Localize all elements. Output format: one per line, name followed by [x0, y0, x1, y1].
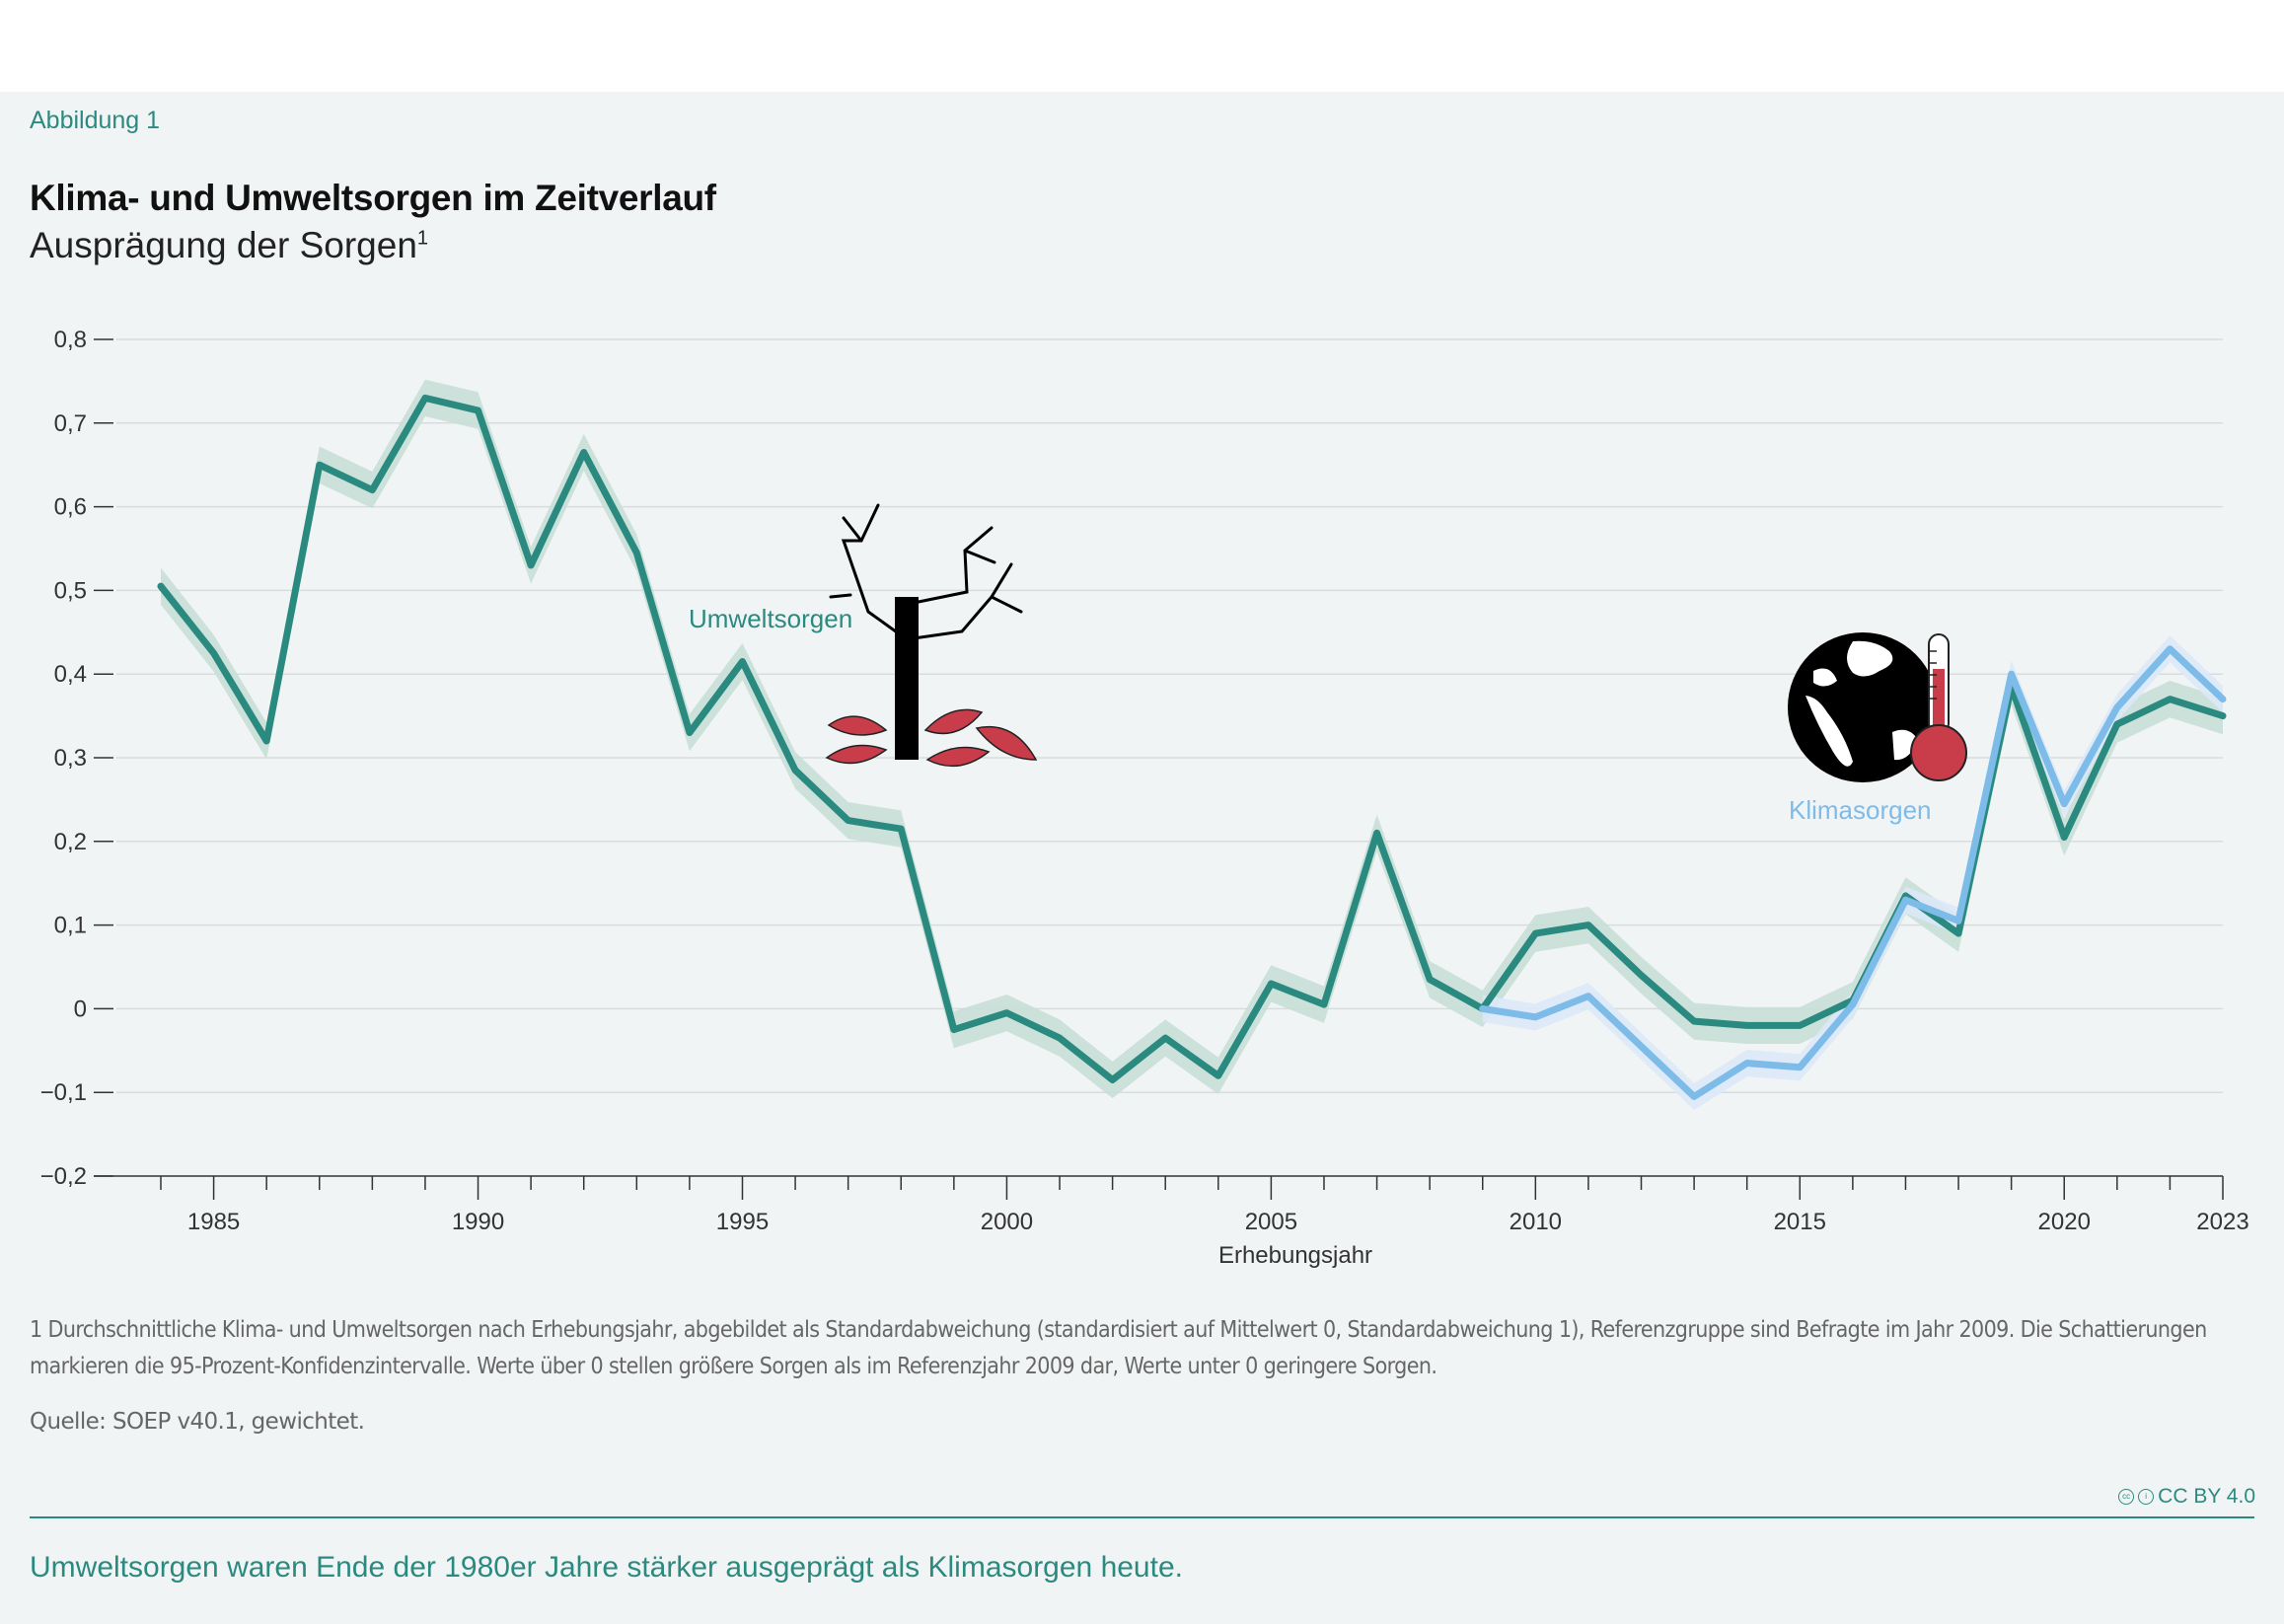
- y-tick-label: 0,2: [54, 829, 87, 855]
- footnote-mark: 1: [416, 227, 429, 250]
- x-tick-label: 1995: [716, 1209, 769, 1235]
- y-tick-label: 0,7: [54, 410, 87, 437]
- globe-thermometer-icon: [1788, 632, 1967, 782]
- figure-label: Abbildung 1: [30, 107, 161, 134]
- cc-icon: cc: [2118, 1489, 2135, 1505]
- x-tick-label: 2023: [2196, 1209, 2248, 1235]
- y-tick-label: −0,2: [40, 1163, 87, 1190]
- y-tick-label: 0: [74, 996, 87, 1022]
- license-badge[interactable]: cc i CC BY 4.0: [2118, 1485, 2255, 1509]
- y-axis: 0,8 0,7 0,6 0,5 0,4 0,3 0,2 0,1 0 −0,1 −0,2: [40, 327, 113, 1190]
- y-tick-label: 0,6: [54, 494, 87, 521]
- y-tick-label: −0,1: [40, 1079, 87, 1106]
- dead-tree-icon: [825, 503, 1038, 768]
- y-tick-label: 0,3: [54, 745, 87, 772]
- x-tick-label: 2020: [2038, 1209, 2091, 1235]
- subtitle-text: Ausprägung der Sorgen: [30, 225, 417, 265]
- series-labels: Umweltsorgen Klimasorgen: [689, 604, 1932, 825]
- x-tick-label: 2015: [1774, 1209, 1826, 1235]
- chart-subtitle: Ausprägung der Sorgen1: [30, 225, 428, 266]
- x-tick-label: 2000: [981, 1209, 1033, 1235]
- x-tick-label: 2010: [1510, 1209, 1562, 1235]
- chart-title: Klima- und Umweltsorgen im Zeitverlauf: [30, 178, 716, 218]
- x-axis: 1985 1990 1995 2000 2005 2010 2015 2020 2023 Erhe…: [94, 1175, 2249, 1269]
- series-lines: [157, 394, 2227, 1100]
- y-tick-label: 0,4: [54, 661, 87, 688]
- series-label-umweltsorgen: Umweltsorgen: [689, 604, 852, 633]
- y-tick-label: 0,5: [54, 577, 87, 604]
- figure-panel: [0, 92, 2284, 1624]
- series-line-klimasorgen: [1479, 645, 2227, 1100]
- series-label-klimasorgen: Klimasorgen: [1789, 795, 1932, 825]
- source-note: Quelle: SOEP v40.1, gewichtet.: [30, 1409, 365, 1435]
- x-tick-label: 1985: [187, 1209, 240, 1235]
- gridlines: [116, 338, 2223, 1093]
- confidence-bands: [161, 379, 2223, 1111]
- footnote: 1 Durchschnittliche Klima- und Umweltsor…: [30, 1317, 2207, 1379]
- x-tick-label: 1990: [452, 1209, 504, 1235]
- takeaway-text: Umweltsorgen waren Ende der 1980er Jahre…: [30, 1551, 1183, 1584]
- by-icon: i: [2138, 1489, 2155, 1505]
- x-axis-label: Erhebungsjahr: [1218, 1242, 1372, 1269]
- line-chart: 0,80,70,60,50,40,30,20,10−0,1−0,2 1985 19…: [40, 327, 2249, 1269]
- confidence-band-klimasorgen: [1482, 635, 2223, 1111]
- y-tick-label: 0,8: [54, 327, 87, 353]
- license-text: CC BY 4.0: [2158, 1485, 2255, 1508]
- divider: [30, 1516, 2254, 1518]
- x-tick-label: 2005: [1245, 1209, 1297, 1235]
- y-tick-label: 0,1: [54, 913, 87, 939]
